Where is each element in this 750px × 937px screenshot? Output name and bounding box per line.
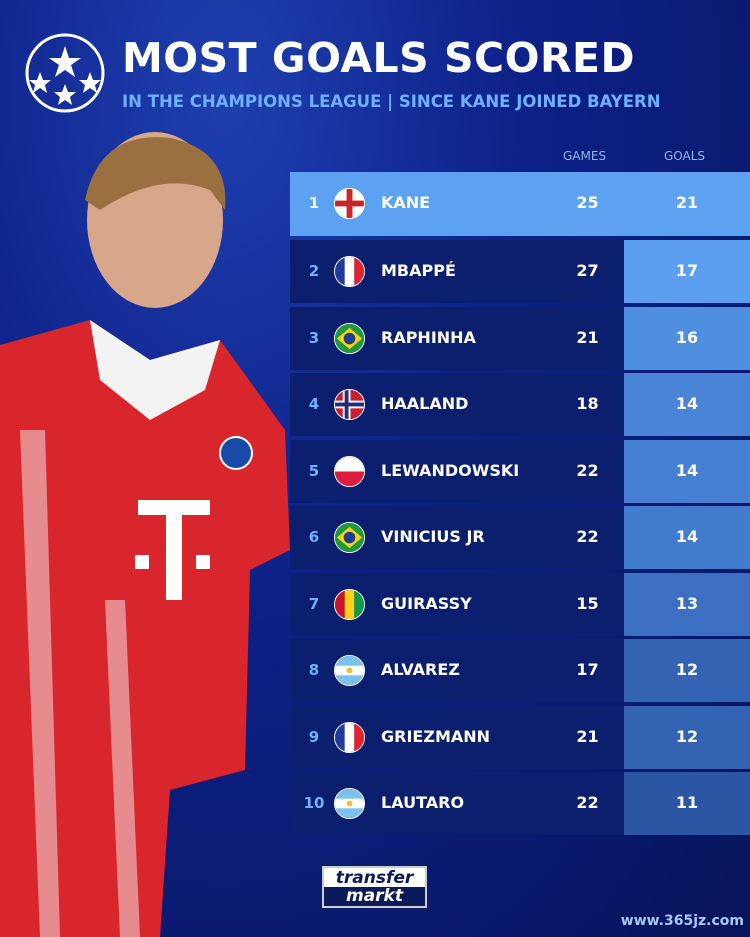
watermark: www.365jz.com bbox=[620, 913, 744, 929]
table-row: 8 ALVAREZ 17 12 bbox=[290, 639, 750, 702]
table-row: 10 LAUTARO 22 11 bbox=[290, 772, 750, 835]
table-row: 9 GRIEZMANN 21 12 bbox=[290, 705, 750, 769]
player-name: MBAPPÉ bbox=[381, 261, 456, 280]
table-row: 5 LEWANDOWSKI 22 14 bbox=[290, 439, 750, 503]
brazil-flag-icon bbox=[334, 522, 365, 553]
rank: 10 bbox=[303, 794, 325, 812]
goals-value: 21 bbox=[675, 193, 699, 212]
goals-cell-bg bbox=[624, 772, 750, 835]
poland-flag-icon bbox=[334, 455, 365, 487]
table-row: 6 VINICIUS JR 22 14 bbox=[290, 506, 750, 569]
table-row: 7 GUIRASSY 15 13 bbox=[290, 572, 750, 636]
table-row: 2 MBAPPÉ 27 17 bbox=[290, 240, 750, 303]
games-value: 22 bbox=[576, 460, 599, 480]
table-row: 3 RAPHINHA 21 16 bbox=[290, 306, 750, 370]
player-name: HAALAND bbox=[381, 394, 469, 413]
goals-cell-bg bbox=[624, 705, 750, 769]
goals-cell-bg bbox=[624, 439, 750, 503]
player-name: GRIEZMANN bbox=[381, 726, 491, 746]
goals-value: 12 bbox=[675, 660, 699, 679]
goals-value: 13 bbox=[675, 593, 699, 613]
brazil-flag-icon bbox=[334, 322, 365, 354]
games-value: 21 bbox=[576, 327, 599, 347]
player-photo bbox=[0, 132, 290, 937]
games-value: 21 bbox=[576, 726, 599, 746]
games-value: 27 bbox=[576, 261, 599, 280]
goals-cell-bg bbox=[624, 373, 750, 436]
games-value: 25 bbox=[576, 193, 599, 212]
goals-cell-bg bbox=[624, 639, 750, 702]
games-value: 22 bbox=[576, 793, 599, 812]
goals-value: 17 bbox=[675, 261, 699, 280]
games-value: 18 bbox=[576, 394, 599, 413]
player-name: LAUTARO bbox=[381, 793, 465, 812]
rank: 1 bbox=[308, 194, 320, 212]
rank: 2 bbox=[308, 262, 320, 280]
rank: 6 bbox=[308, 528, 320, 546]
column-header-games: GAMES bbox=[563, 149, 607, 163]
player-name: LEWANDOWSKI bbox=[381, 460, 520, 480]
argentina-flag-icon bbox=[334, 788, 365, 819]
games-value: 17 bbox=[576, 660, 599, 679]
player-name: GUIRASSY bbox=[381, 593, 472, 613]
games-value: 22 bbox=[576, 527, 599, 546]
goals-cell-bg bbox=[624, 240, 750, 303]
player-name: ALVAREZ bbox=[381, 660, 460, 679]
player-name: VINICIUS JR bbox=[381, 527, 485, 546]
player-name: KANE bbox=[381, 193, 431, 212]
rank: 7 bbox=[308, 594, 320, 613]
goals-cell-bg bbox=[624, 572, 750, 636]
player-name: RAPHINHA bbox=[381, 327, 476, 347]
goals-value: 16 bbox=[675, 327, 699, 347]
goals-value: 14 bbox=[675, 527, 699, 546]
page-title: MOST GOALS SCORED bbox=[122, 34, 636, 82]
goals-value: 14 bbox=[675, 394, 699, 413]
champions-league-starball-icon bbox=[25, 33, 105, 113]
norway-flag-icon bbox=[334, 389, 365, 420]
england-flag-icon bbox=[334, 188, 365, 219]
rank: 4 bbox=[308, 395, 320, 413]
transfermarkt-logo: transfer markt bbox=[322, 866, 427, 908]
argentina-flag-icon bbox=[334, 655, 365, 686]
goals-value: 14 bbox=[675, 460, 699, 480]
goals-value: 12 bbox=[675, 726, 699, 746]
rank: 3 bbox=[308, 328, 320, 347]
column-header-goals: GOALS bbox=[664, 149, 706, 163]
table-row: 1 KANE 25 21 bbox=[290, 172, 750, 236]
france-flag-icon bbox=[334, 721, 365, 753]
goals-cell-bg bbox=[624, 506, 750, 569]
goals-cell-bg bbox=[624, 306, 750, 370]
france-flag-icon bbox=[334, 256, 365, 287]
table-row: 4 HAALAND 18 14 bbox=[290, 373, 750, 436]
games-value: 15 bbox=[576, 593, 599, 613]
rank: 5 bbox=[308, 461, 320, 480]
page-subtitle: IN THE CHAMPIONS LEAGUE | SINCE KANE JOI… bbox=[122, 92, 661, 111]
rank: 8 bbox=[308, 661, 320, 679]
rank: 9 bbox=[308, 727, 320, 746]
guinea-flag-icon bbox=[334, 588, 365, 620]
goals-value: 11 bbox=[675, 793, 699, 812]
